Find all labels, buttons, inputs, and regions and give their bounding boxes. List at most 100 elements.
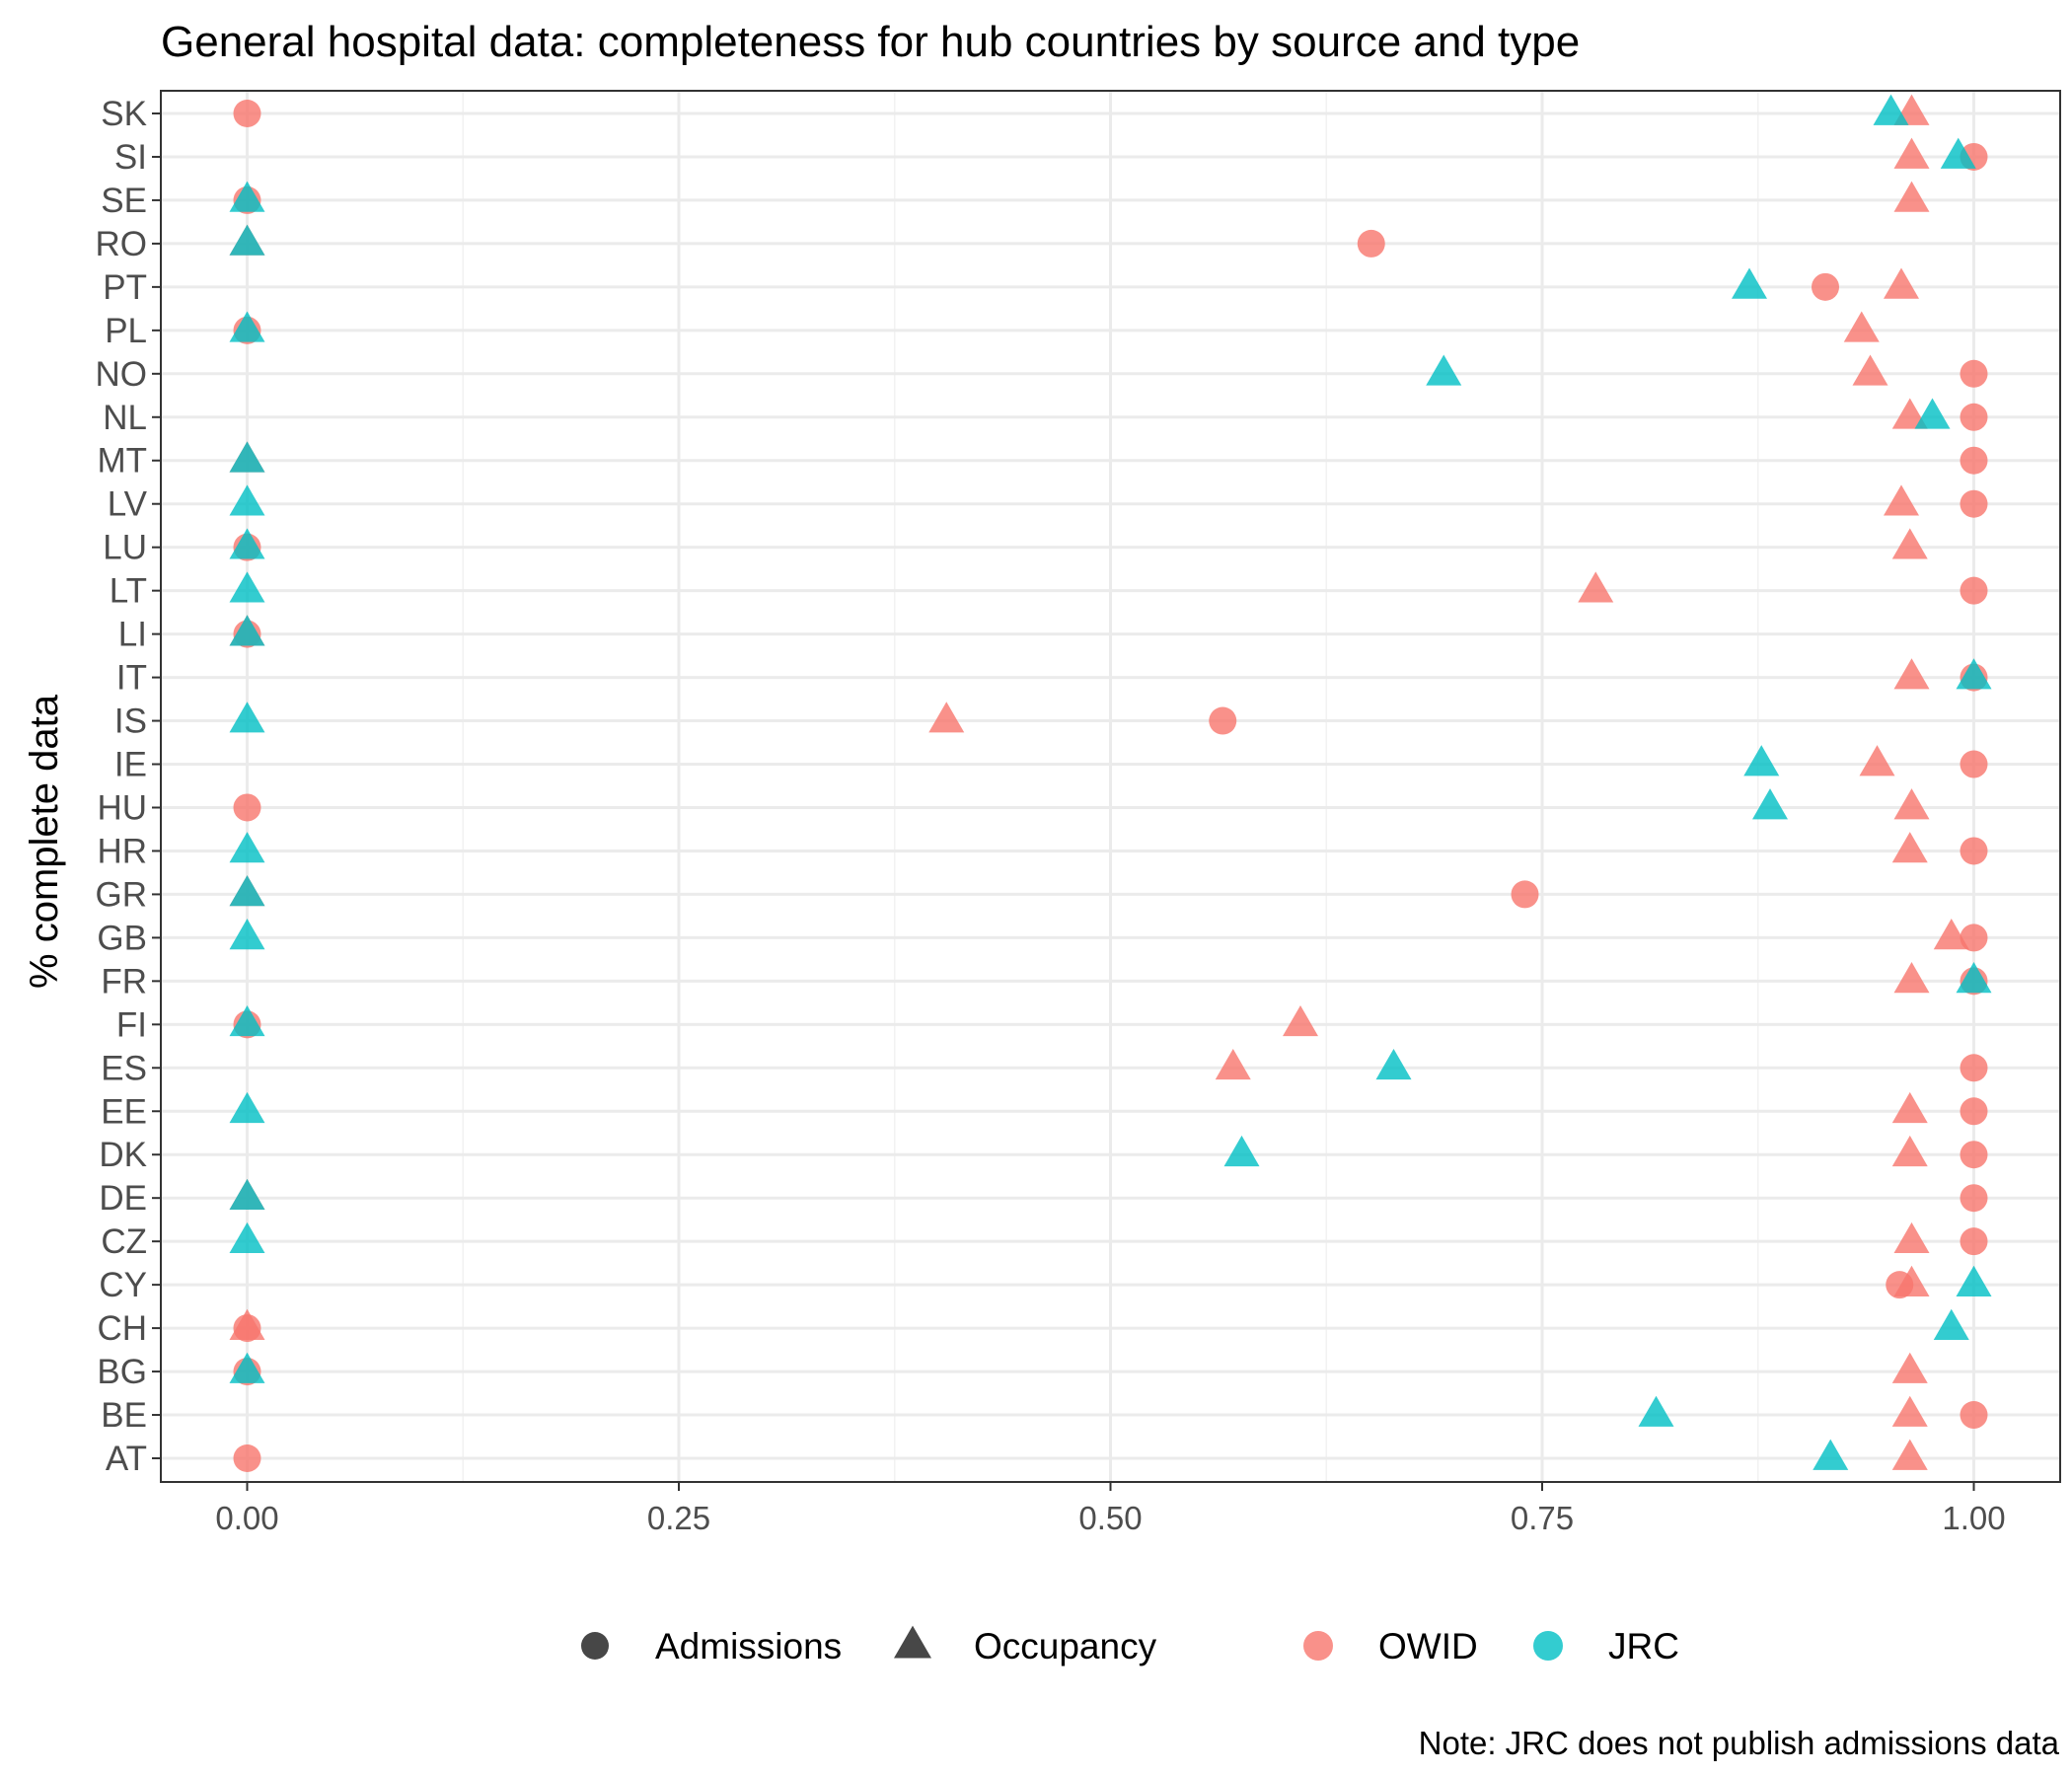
y-tick-label-ee: EE — [101, 1092, 147, 1131]
point-owid-admissions-no — [1960, 359, 1988, 388]
point-owid-admissions-pt — [1812, 272, 1839, 301]
y-tick-label-nl: NL — [103, 399, 147, 437]
point-jrc-occupancy-be — [1638, 1395, 1674, 1427]
point-owid-admissions-ie — [1960, 750, 1988, 778]
point-owid-occupancy-pt — [1884, 267, 1919, 299]
point-jrc-occupancy-fi — [229, 1004, 265, 1037]
point-owid-occupancy-no — [1852, 354, 1888, 386]
point-owid-occupancy-dk — [1891, 1135, 1928, 1167]
point-owid-occupancy-lv — [1884, 484, 1919, 516]
legend-occupancy-label: Occupancy — [974, 1626, 1157, 1666]
y-tick-label-at: AT — [106, 1440, 147, 1478]
point-owid-admissions-hu — [233, 793, 261, 822]
point-owid-admissions-dk — [1960, 1141, 1988, 1169]
y-tick-label-lt: LT — [110, 572, 147, 611]
point-owid-occupancy-pl — [1843, 311, 1880, 342]
point-owid-admissions-hr — [1960, 837, 1988, 865]
point-owid-admissions-lv — [1960, 489, 1988, 518]
point-owid-occupancy-cz — [1893, 1221, 1930, 1254]
chart-title: General hospital data: completeness for … — [161, 18, 1580, 66]
x-tick-label: 1.00 — [1942, 1500, 2005, 1536]
legend-occupancy-key — [894, 1625, 931, 1659]
point-owid-occupancy-cy — [1893, 1265, 1930, 1296]
point-owid-admissions-gb — [1960, 924, 1988, 952]
point-jrc-occupancy-is — [229, 702, 265, 733]
point-owid-occupancy-ie — [1859, 745, 1895, 777]
legend-admissions-key — [581, 1632, 609, 1660]
y-tick-label-si: SI — [114, 138, 147, 177]
y-tick-label-hu: HU — [97, 788, 147, 827]
point-jrc-occupancy-cz — [229, 1221, 265, 1254]
point-jrc-occupancy-pl — [229, 311, 265, 342]
point-owid-admissions-gr — [1511, 880, 1539, 909]
x-axis: 0.00 0.25 0.50 0.75 1.00 — [215, 1482, 2006, 1536]
point-jrc-occupancy-lv — [229, 484, 265, 516]
point-jrc-occupancy-de — [229, 1178, 265, 1211]
x-tick-label: 0.25 — [647, 1500, 710, 1536]
point-owid-admissions-ro — [1357, 229, 1385, 258]
point-owid-admissions-cz — [1960, 1227, 1988, 1256]
y-tick-label-cy: CY — [99, 1266, 147, 1304]
legend-jrc-key — [1533, 1631, 1563, 1661]
y-tick-label-dk: DK — [99, 1136, 147, 1174]
point-jrc-occupancy-li — [229, 615, 265, 646]
y-tick-label-hr: HR — [97, 832, 147, 870]
y-tick-label-pl: PL — [105, 312, 147, 350]
y-tick-label-li: LI — [118, 616, 147, 654]
series-jrc-occupancy — [229, 94, 1992, 1470]
point-owid-occupancy-es — [1215, 1048, 1251, 1080]
point-jrc-occupancy-hr — [229, 832, 265, 863]
point-owid-occupancy-lt — [1578, 571, 1614, 603]
point-jrc-occupancy-sk — [1873, 94, 1909, 125]
point-owid-occupancy-ch — [229, 1308, 265, 1340]
point-jrc-occupancy-ie — [1743, 745, 1780, 777]
y-tick-label-se: SE — [101, 182, 147, 220]
y-tick-label-fi: FI — [116, 1005, 147, 1044]
y-tick-label-is: IS — [114, 703, 147, 741]
point-jrc-occupancy-se — [229, 181, 265, 212]
point-owid-occupancy-nl — [1891, 398, 1928, 429]
y-tick-label-gr: GR — [96, 875, 148, 914]
point-owid-occupancy-it — [1893, 658, 1930, 690]
point-jrc-occupancy-at — [1813, 1439, 1849, 1470]
point-jrc-occupancy-bg — [229, 1352, 265, 1383]
point-owid-occupancy-fr — [1893, 962, 1930, 994]
point-owid-admissions-be — [1960, 1401, 1988, 1430]
y-tick-label-pt: PT — [103, 268, 147, 307]
point-owid-occupancy-at — [1891, 1439, 1928, 1470]
legend: Admissions Occupancy OWID JRC — [581, 1625, 1679, 1666]
point-jrc-occupancy-si — [1940, 137, 1976, 169]
point-jrc-occupancy-cy — [1956, 1265, 1992, 1296]
point-jrc-occupancy-pt — [1732, 267, 1767, 299]
y-tick-label-bg: BG — [97, 1353, 147, 1391]
point-jrc-occupancy-ro — [229, 224, 265, 256]
point-jrc-occupancy-fr — [1956, 962, 1992, 994]
y-tick-label-ch: CH — [97, 1309, 147, 1348]
point-owid-admissions-ee — [1960, 1097, 1988, 1126]
plot-area — [160, 90, 2061, 1483]
point-owid-occupancy-bg — [1891, 1352, 1928, 1383]
chart-caption: Note: JRC does not publish admissions da… — [1419, 1725, 2060, 1761]
point-owid-admissions-sk — [233, 100, 261, 127]
y-tick-label-ie: IE — [114, 746, 147, 784]
point-owid-admissions-de — [1960, 1184, 1988, 1213]
point-owid-occupancy-be — [1891, 1395, 1928, 1427]
x-tick-label: 0.00 — [215, 1500, 278, 1536]
point-owid-admissions-mt — [1960, 446, 1988, 475]
point-owid-admissions-es — [1960, 1054, 1988, 1082]
y-tick-label-fr: FR — [101, 962, 147, 1000]
point-owid-occupancy-fi — [1283, 1004, 1318, 1037]
point-owid-admissions-is — [1209, 706, 1237, 735]
point-jrc-occupancy-lu — [229, 528, 265, 559]
point-owid-admissions-nl — [1960, 403, 1988, 431]
legend-jrc-label: JRC — [1608, 1626, 1679, 1666]
point-owid-occupancy-si — [1893, 137, 1930, 169]
point-jrc-occupancy-dk — [1223, 1135, 1260, 1167]
x-tick-label: 0.75 — [1511, 1500, 1574, 1536]
point-owid-occupancy-hr — [1891, 832, 1928, 863]
point-jrc-occupancy-ch — [1933, 1308, 1969, 1340]
legend-owid-label: OWID — [1378, 1626, 1478, 1666]
y-tick-label-be: BE — [101, 1396, 147, 1435]
point-jrc-occupancy-mt — [229, 441, 265, 473]
